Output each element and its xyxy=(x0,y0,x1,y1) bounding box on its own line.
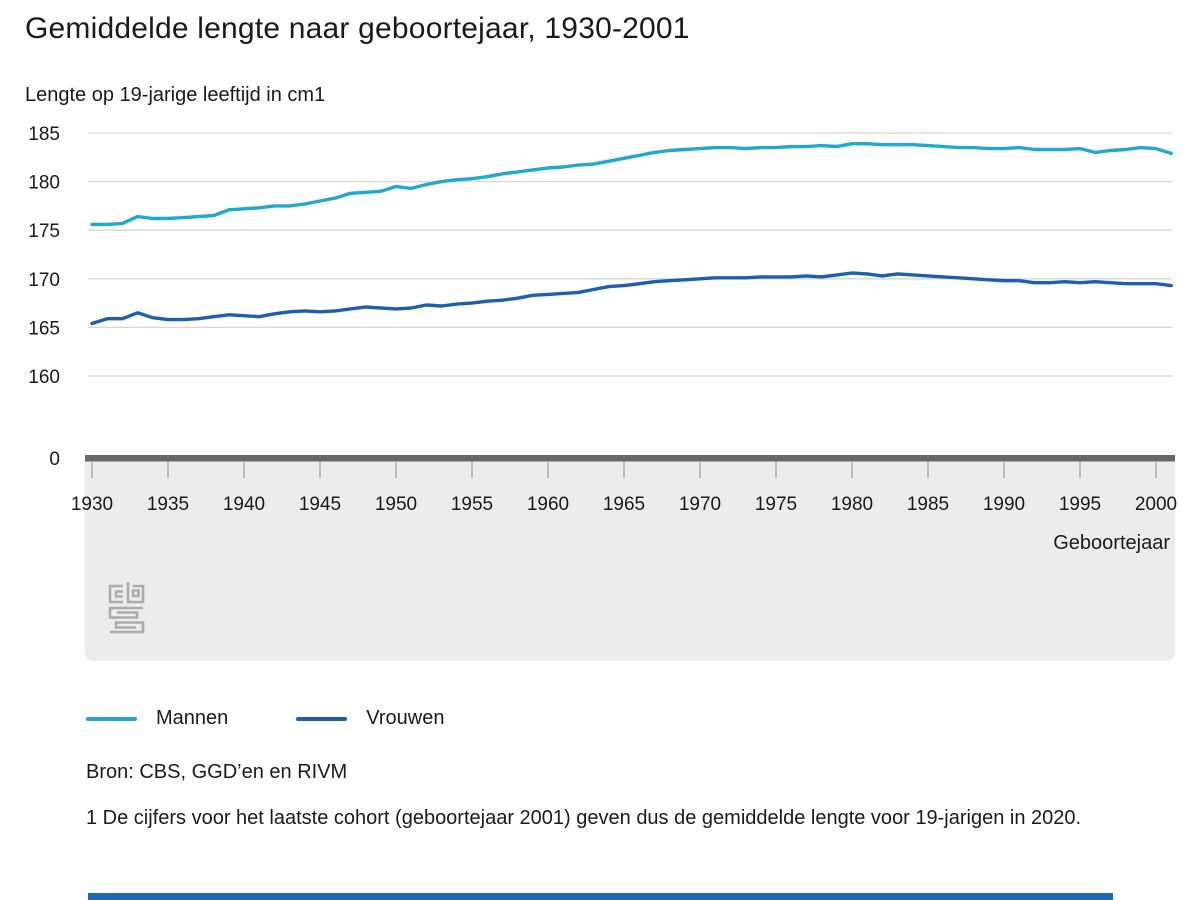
legend-item-vrouwen: Vrouwen xyxy=(296,707,444,730)
legend-swatch-mannen xyxy=(86,716,137,721)
line-chart: 185 180 175 170 165 160 0 1930 1935 1940 1945 1950… xyxy=(28,124,1177,661)
x-tick-label-1995: 1995 xyxy=(1059,494,1101,515)
legend-label-vrouwen: Vrouwen xyxy=(366,707,445,729)
series-line-vrouwen xyxy=(90,271,1173,326)
cbs-logo-icon xyxy=(108,582,145,634)
y-tick-label-0: 0 xyxy=(49,449,60,470)
x-tick-label-2000: 2000 xyxy=(1135,494,1177,515)
y-tick-label-185: 185 xyxy=(28,124,60,145)
y-tick-label-165: 165 xyxy=(28,318,60,339)
y-tick-label-175: 175 xyxy=(28,221,60,242)
x-axis-bar xyxy=(85,455,1175,462)
y-tick-label-160: 160 xyxy=(28,367,60,388)
page-title: Gemiddelde lengte naar geboortejaar, 193… xyxy=(25,12,690,45)
x-tick-label-1930: 1930 xyxy=(71,494,113,515)
chart-subtitle: Lengte op 19-jarige leeftijd in cm1 xyxy=(25,84,326,106)
y-tick-label-170: 170 xyxy=(28,270,60,291)
x-tick-label-1990: 1990 xyxy=(983,494,1025,515)
x-axis-ticks xyxy=(91,462,1157,478)
x-tick-label-1980: 1980 xyxy=(831,494,873,515)
source-note: Bron: CBS, GGD’en en RIVM xyxy=(86,761,348,783)
y-axis-labels: 185 180 175 170 165 160 0 xyxy=(28,124,60,470)
plot-lower-panel xyxy=(85,458,1175,661)
x-tick-label-1935: 1935 xyxy=(147,494,189,515)
x-tick-label-1965: 1965 xyxy=(603,494,645,515)
x-tick-label-1945: 1945 xyxy=(299,494,341,515)
legend-item-mannen: Mannen xyxy=(86,707,228,730)
footnote: 1 De cijfers voor het laatste cohort (ge… xyxy=(86,807,1082,829)
x-axis-title: Geboortejaar xyxy=(1053,532,1170,554)
x-tick-label-1940: 1940 xyxy=(223,494,265,515)
chart-legend: Mannen Vrouwen xyxy=(86,707,512,730)
x-axis-labels: 1930 1935 1940 1945 1950 1955 1960 1965 1970 1975… xyxy=(71,494,1177,515)
y-tick-label-180: 180 xyxy=(28,173,60,194)
legend-label-mannen: Mannen xyxy=(156,707,229,729)
legend-swatch-vrouwen xyxy=(296,716,348,721)
gridlines xyxy=(88,132,1172,377)
x-tick-label-1950: 1950 xyxy=(375,494,417,515)
x-tick-label-1975: 1975 xyxy=(755,494,797,515)
x-tick-label-1985: 1985 xyxy=(907,494,949,515)
x-tick-label-1955: 1955 xyxy=(451,494,493,515)
chart-series-lines xyxy=(90,141,1173,326)
series-line-mannen xyxy=(90,141,1173,227)
x-tick-label-1960: 1960 xyxy=(527,494,569,515)
bottom-accent-bar xyxy=(88,893,1113,900)
x-tick-label-1970: 1970 xyxy=(679,494,721,515)
